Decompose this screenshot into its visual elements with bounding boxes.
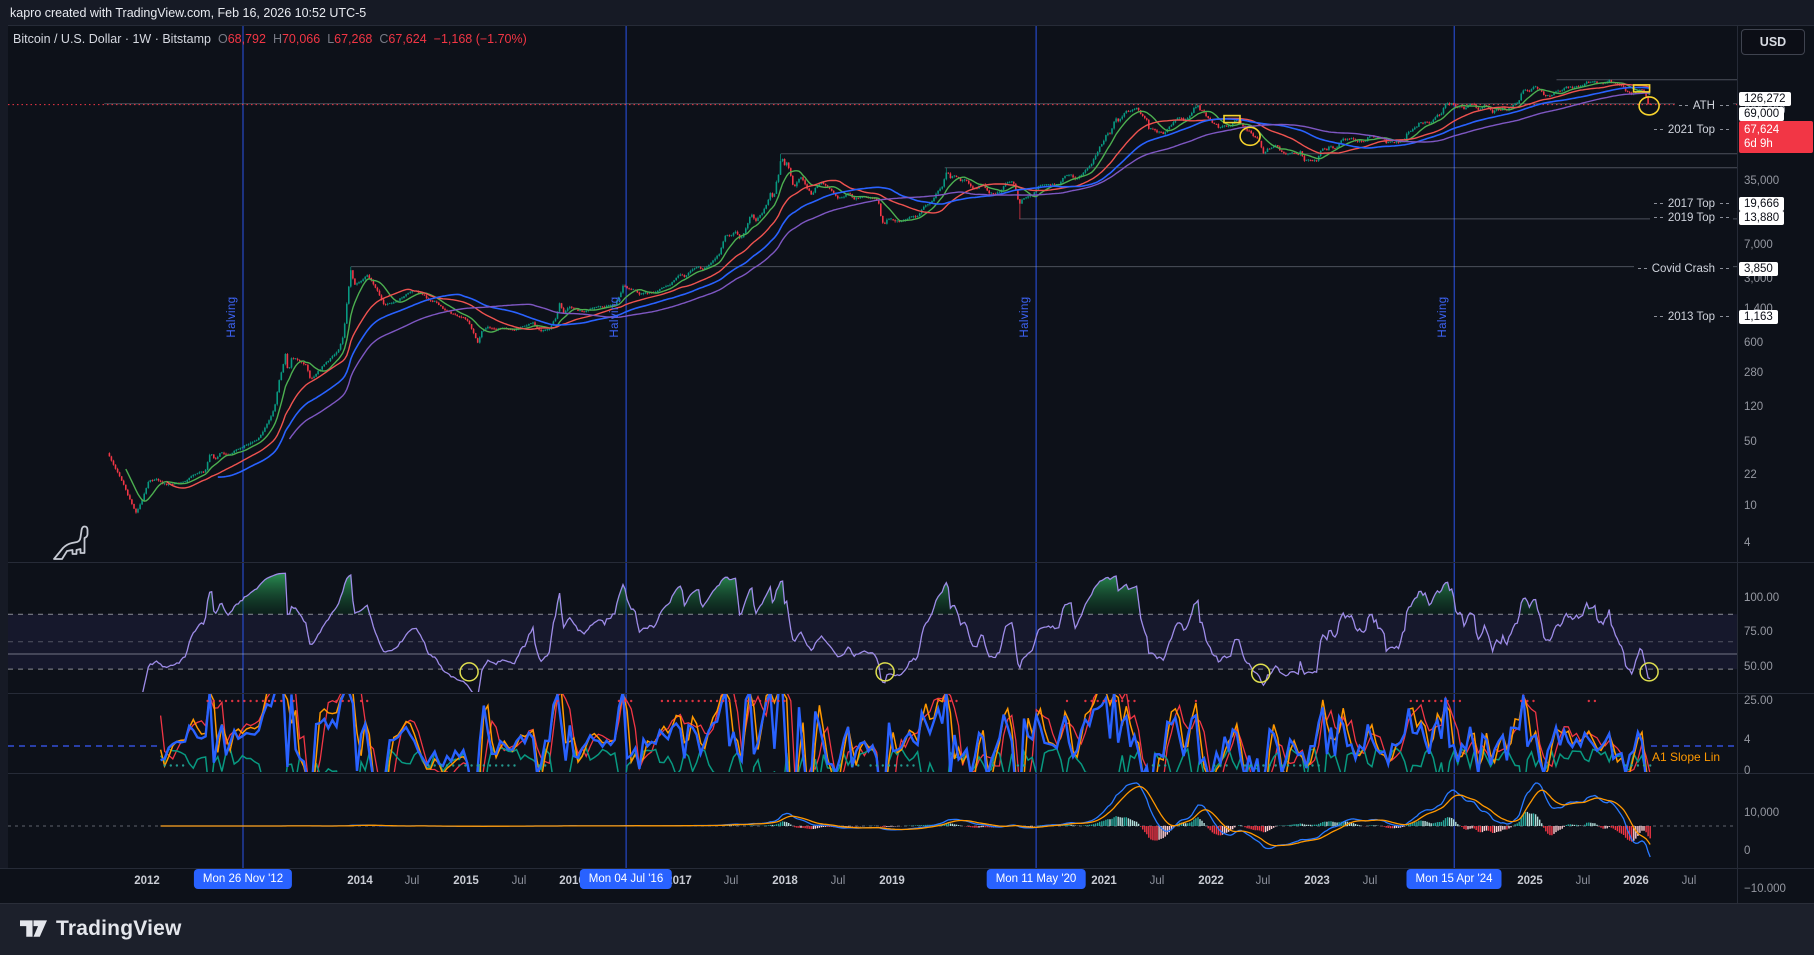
price-label: 69,000 <box>1739 107 1785 121</box>
level-label: 2017 Top <box>1649 198 1733 210</box>
time-label: Jul <box>1362 875 1378 887</box>
pane-tick-slope: 0 <box>1744 765 1751 777</box>
time-label: 2018 <box>772 875 798 887</box>
ohlc-value: 67,624 <box>388 32 427 46</box>
ohlc-value: 70,066 <box>281 32 321 46</box>
ohlc-key: L <box>327 32 335 46</box>
price-tick: 35,000 <box>1744 175 1780 187</box>
price-tick: 120 <box>1744 401 1764 413</box>
chart-area[interactable]: Bitcoin / U.S. Dollar · 1W · Bitstamp O68… <box>0 25 1814 903</box>
time-chip: Mon 15 Apr '24 <box>1406 869 1502 889</box>
current-price-label: 67,624 6d 9h <box>1739 121 1813 153</box>
level-label: 2013 Top <box>1649 311 1733 323</box>
time-label: 2026 <box>1623 875 1649 887</box>
level-label: 2019 Top <box>1649 212 1733 224</box>
currency-toggle-usd[interactable]: USD <box>1741 29 1805 55</box>
price-label: 13,880 <box>1739 211 1785 225</box>
time-label: 2023 <box>1304 875 1330 887</box>
time-label: 2021 <box>1091 875 1117 887</box>
ohlc-key: H <box>272 32 282 46</box>
pane-tick-rsi: 75.00 <box>1744 626 1773 638</box>
level-label: ATH <box>1674 100 1733 112</box>
time-label: 2017 <box>666 875 692 887</box>
time-label: Jul <box>1575 875 1591 887</box>
time-chip: Mon 26 Nov '12 <box>193 869 293 889</box>
ohlc-value: 67,268 <box>334 32 373 46</box>
time-label: Jul <box>404 875 420 887</box>
ohlc-key: O <box>217 32 228 46</box>
time-chip: Mon 11 May '20 <box>986 869 1086 889</box>
halving-label: Halving <box>1437 296 1449 338</box>
current-price-value: 67,624 <box>1744 124 1780 136</box>
time-label: Jul <box>830 875 846 887</box>
price-tick: 10 <box>1744 500 1757 512</box>
pane-tick-macd: 10,000 <box>1744 807 1780 819</box>
price-tick: 50 <box>1744 436 1757 448</box>
price-label: 3,850 <box>1739 262 1778 276</box>
price-tick: 280 <box>1744 367 1764 379</box>
pane-tick-rsi: 100.00 <box>1744 592 1780 604</box>
time-axis[interactable]: 2012 2014 Jul 2015 Jul 2016 2017 Jul 2018 Jul 2019… <box>0 868 1814 903</box>
time-label: Jul <box>723 875 739 887</box>
time-label: 2014 <box>347 875 373 887</box>
time-label: 2016 <box>559 875 585 887</box>
price-label: 126,272 <box>1739 92 1791 106</box>
symbol-legend[interactable]: Bitcoin / U.S. Dollar · 1W · Bitstamp O68… <box>13 32 527 46</box>
tradingview-logo[interactable]: TradingView <box>20 917 182 941</box>
pane-tick-macd: −10.000 <box>1744 883 1786 895</box>
watermark-text: kapro created with TradingView.com, Feb … <box>10 6 367 20</box>
time-label: Jul <box>511 875 527 887</box>
level-label: 2021 Top <box>1649 124 1733 136</box>
time-label: Jul <box>1149 875 1165 887</box>
symbol-title[interactable]: Bitcoin / U.S. Dollar · 1W · Bitstamp <box>13 32 211 46</box>
bottom-bar: TradingView <box>0 903 1814 955</box>
time-label: Jul <box>1255 875 1271 887</box>
price-tick: 1 <box>1744 592 1751 604</box>
ohlc-value: 68,792 <box>227 32 266 46</box>
level-label: Covid Crash <box>1633 263 1733 275</box>
ohlc-values: O68,792 H70,066 L67,268 C67,624 <box>211 32 427 46</box>
time-label: 2019 <box>879 875 905 887</box>
tradingview-logo-text: TradingView <box>56 917 182 940</box>
time-label: 2022 <box>1198 875 1224 887</box>
time-label: 2015 <box>453 875 479 887</box>
pane-tick-rsi: 25.00 <box>1744 695 1773 707</box>
pane-tick-macd: 0 <box>1744 845 1751 857</box>
time-label: Jul <box>1681 875 1697 887</box>
time-label: 2025 <box>1517 875 1543 887</box>
time-chip: Mon 04 Jul '16 <box>579 869 673 889</box>
halving-label: Halving <box>226 296 238 338</box>
a1-slope-label: A1 Slope Lin <box>1652 750 1721 764</box>
change-value: −1,168 (−1.70%) <box>433 32 527 46</box>
price-tick: 3,000 <box>1744 273 1773 285</box>
bar-countdown: 6d 9h <box>1744 138 1773 150</box>
price-tick: 4 <box>1744 537 1751 549</box>
halving-label: Halving <box>609 296 621 338</box>
ohlc-key: C <box>379 32 389 46</box>
price-label: 19,666 <box>1739 197 1785 211</box>
price-label: 1,163 <box>1739 310 1778 324</box>
price-tick: 600 <box>1744 337 1764 349</box>
dino-icon <box>50 522 92 569</box>
tradingview-mark-icon <box>20 920 47 937</box>
price-tick: 22 <box>1744 469 1757 481</box>
price-tick: 7,000 <box>1744 239 1773 251</box>
time-label: 2012 <box>134 875 160 887</box>
price-chart-canvas[interactable] <box>0 25 1814 903</box>
pane-tick-rsi: 50.00 <box>1744 661 1773 673</box>
pane-tick-slope: 4 <box>1744 734 1751 746</box>
halving-label: Halving <box>1019 296 1031 338</box>
